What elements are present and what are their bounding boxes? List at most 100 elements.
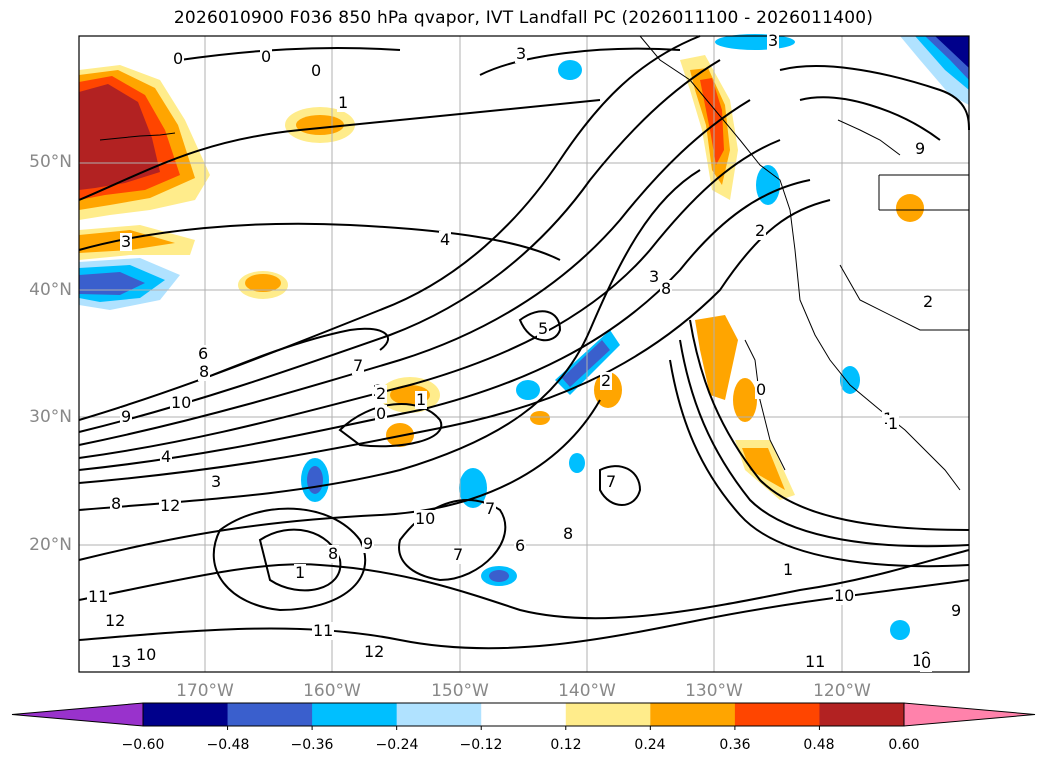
colorbar-tick: 0.12 [550,737,582,753]
colorbar-bin [143,703,229,726]
colorbar-tick: −0.36 [290,737,334,753]
map-title: 2026010900 F036 850 hPa qvapor, IVT Land… [173,8,874,28]
contour-label: 8 [110,494,123,513]
positive-anomaly [896,194,924,222]
lat-label-30n: 30°N [29,407,72,427]
lon-label-160w: 160°W [303,681,361,701]
contour-label: 1 [415,390,428,409]
contour-label: 7 [452,545,465,564]
lat-label-50n: 50°N [29,152,72,172]
positive-anomaly [530,411,550,425]
colorbar-tick: 0.24 [634,737,666,753]
contour-label: 3 [767,31,780,50]
contour-label: 0 [310,61,323,80]
coastlines [99,35,969,491]
contour-label: 11 [804,652,827,671]
contour-label: 8 [660,279,673,298]
positive-anomaly [296,115,344,135]
contour-label: 12 [159,496,182,515]
colorbar-extend-max [903,702,1036,727]
lon-label-120w: 120°W [813,681,871,701]
contour-label: 0 [920,653,933,672]
colorbar-bin [396,703,482,726]
colorbar-bin [650,703,736,726]
contour-label: 8 [562,524,575,543]
colorbar-extend-min [11,702,144,727]
lon-label-130w: 130°W [685,681,743,701]
colorbar-bin [565,703,651,726]
colorbar-bin [481,703,567,726]
colorbar-tick: −0.24 [375,737,419,753]
contour-label: 10 [414,509,437,528]
negative-anomaly [558,60,582,80]
contour-label: 4 [160,447,173,466]
colorbar-tick: 0.60 [888,737,920,753]
lon-label-170w: 170°W [176,681,234,701]
negative-anomaly-west [79,272,145,295]
negative-anomaly-ne [935,36,969,68]
contour-label: 5 [537,319,550,338]
contour-label: 8 [198,362,211,381]
contour-label: 9 [914,139,927,158]
contour-label: 11 [87,587,110,606]
contour-label: 7 [484,499,497,518]
positive-anomaly-baja [742,448,785,490]
contour-label: 0 [375,404,388,423]
contour-label: 0 [755,380,768,399]
negative-anomaly [890,620,910,640]
positive-anomaly [733,378,757,422]
contour-label: 3 [210,472,223,491]
negative-anomaly [307,466,323,494]
contour-label: 1 [294,563,307,582]
contour-label: 6 [197,344,210,363]
contour-label: 2 [600,371,613,390]
contour-label: 9 [950,601,963,620]
colorbar-bin [227,703,313,726]
negative-anomaly [459,468,487,508]
colorbar-bin [734,703,820,726]
map-panel [79,36,969,672]
contour-label: 0 [260,47,273,66]
colorbar-bin [312,703,398,726]
colorbar [11,702,1036,730]
contour-label: 9 [120,407,133,426]
contour-label: 1 [887,414,900,433]
contour-label: 4 [439,230,452,249]
contour-label: 1 [337,93,350,112]
contour-label: 0 [172,49,185,68]
contour-label: 2 [375,384,388,403]
map-frame [78,35,970,673]
lon-label-140w: 140°W [558,681,616,701]
negative-anomaly-jet [562,340,610,387]
contour-label: 6 [514,536,527,555]
colorbar-tick: 0.48 [803,737,835,753]
lat-label-20n: 20°N [29,535,72,555]
contour-label: 10 [135,645,158,664]
contour-label: 12 [363,642,386,661]
colorbar-tick: −0.60 [121,737,165,753]
colorbar-frame [142,702,905,727]
positive-anomaly [245,274,281,292]
colorbar-tick: −0.12 [459,737,503,753]
contour-label: 9 [362,534,375,553]
lon-label-150w: 150°W [431,681,489,701]
negative-anomaly [516,380,540,400]
contour-label: 7 [605,472,618,491]
contour-label: 13 [110,652,133,671]
contour-label: 2 [754,221,767,240]
negative-anomaly [840,366,860,394]
contour-label: 2 [922,292,935,311]
contour-label: 1 [782,560,795,579]
contour-label: 7 [352,356,365,375]
contour-label: 10 [170,393,193,412]
colorbar-tick: 0.36 [719,737,751,753]
negative-anomaly [569,453,585,473]
contour-label: 12 [104,611,127,630]
contour-label: 3 [648,267,661,286]
contour-label: 3 [515,44,528,63]
colorbar-tick: −0.48 [206,737,250,753]
contour-label: 8 [327,544,340,563]
positive-anomaly-coast [695,315,738,400]
contour-label: 10 [833,586,856,605]
